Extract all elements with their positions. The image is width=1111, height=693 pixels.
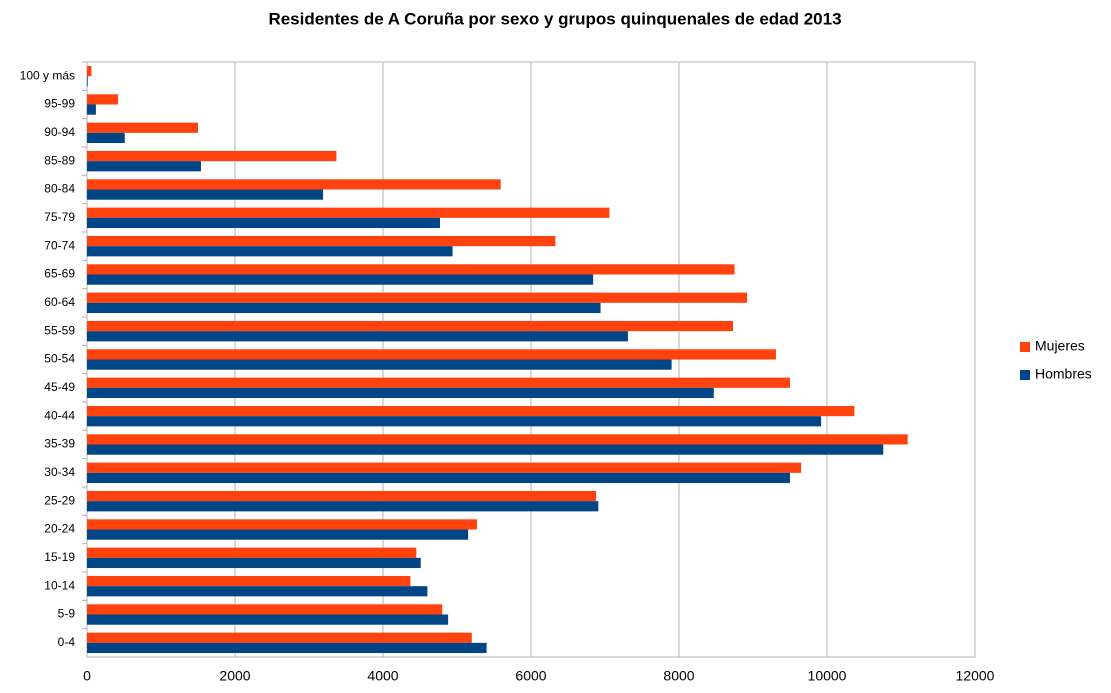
- bar: [87, 490, 597, 502]
- y-tick-label: 60-64: [44, 295, 75, 309]
- bar: [87, 359, 672, 370]
- bar: [87, 207, 610, 218]
- bar: [87, 122, 198, 133]
- bar: [87, 94, 119, 105]
- y-tick-label: 40-44: [44, 408, 75, 422]
- y-tick-label: 75-79: [44, 210, 75, 224]
- y-tick-label: 25-29: [44, 493, 75, 507]
- bar: [87, 444, 884, 455]
- bar: [87, 557, 421, 569]
- bar: [87, 189, 324, 200]
- x-tick-label: 12000: [956, 668, 995, 684]
- x-tick-label: 0: [83, 668, 91, 684]
- bar: [87, 179, 501, 190]
- y-tick-label: 30-34: [44, 465, 75, 479]
- bar: [87, 349, 776, 360]
- y-tick-label: 10-14: [44, 578, 75, 592]
- bar: [87, 104, 96, 115]
- bar: [87, 132, 125, 144]
- y-tick-label: 80-84: [44, 182, 75, 196]
- bar: [87, 217, 440, 229]
- y-tick-label: 85-89: [44, 153, 75, 167]
- bar: [87, 292, 748, 303]
- bar: [87, 519, 477, 530]
- x-tick-label: 6000: [515, 668, 546, 684]
- bar: [87, 472, 790, 484]
- bar: [87, 76, 88, 87]
- bar: [87, 320, 734, 332]
- y-tick-label: 55-59: [44, 323, 75, 337]
- bar: [87, 161, 201, 172]
- bar: [87, 632, 472, 643]
- legend-label: Hombres: [1035, 366, 1092, 382]
- legend-label: Mujeres: [1035, 338, 1085, 354]
- y-tick-label: 70-74: [44, 238, 75, 252]
- bar: [87, 274, 594, 285]
- bar: [87, 642, 487, 654]
- bar: [87, 529, 469, 540]
- bar: [87, 604, 443, 615]
- x-tick-label: 2000: [219, 668, 250, 684]
- bar: [87, 65, 92, 77]
- y-tick-label: 50-54: [44, 352, 75, 366]
- y-tick-label: 95-99: [44, 97, 75, 111]
- legend-swatch: [1020, 370, 1030, 380]
- y-tick-label: 0-4: [58, 635, 76, 649]
- y-tick-label: 35-39: [44, 437, 75, 451]
- y-tick-label: 65-69: [44, 267, 75, 281]
- bar: [87, 462, 802, 473]
- bar: [87, 150, 337, 162]
- bar: [87, 235, 556, 247]
- bar: [87, 547, 417, 558]
- bar: [87, 501, 599, 512]
- bar: [87, 302, 601, 314]
- x-tick-label: 10000: [808, 668, 847, 684]
- bar: [87, 405, 855, 417]
- bar: [87, 614, 449, 625]
- bar: [87, 331, 628, 342]
- bar: [87, 575, 411, 587]
- x-tick-label: 8000: [663, 668, 694, 684]
- bar: [87, 246, 453, 257]
- bar: [87, 377, 790, 388]
- chart-title: Residentes de A Coruña por sexo y grupos…: [268, 9, 841, 28]
- bar: [87, 586, 428, 597]
- y-tick-label: 20-24: [44, 522, 75, 536]
- y-tick-label: 100 y más: [20, 68, 75, 82]
- legend-swatch: [1020, 342, 1030, 352]
- y-tick-label: 90-94: [44, 125, 75, 139]
- y-tick-label: 15-19: [44, 550, 75, 564]
- y-tick-label: 5-9: [58, 607, 76, 621]
- x-tick-label: 4000: [367, 668, 398, 684]
- bar: [87, 264, 735, 275]
- bar: [87, 387, 714, 399]
- bar: [87, 434, 908, 445]
- bar: [87, 416, 822, 427]
- y-tick-label: 45-49: [44, 380, 75, 394]
